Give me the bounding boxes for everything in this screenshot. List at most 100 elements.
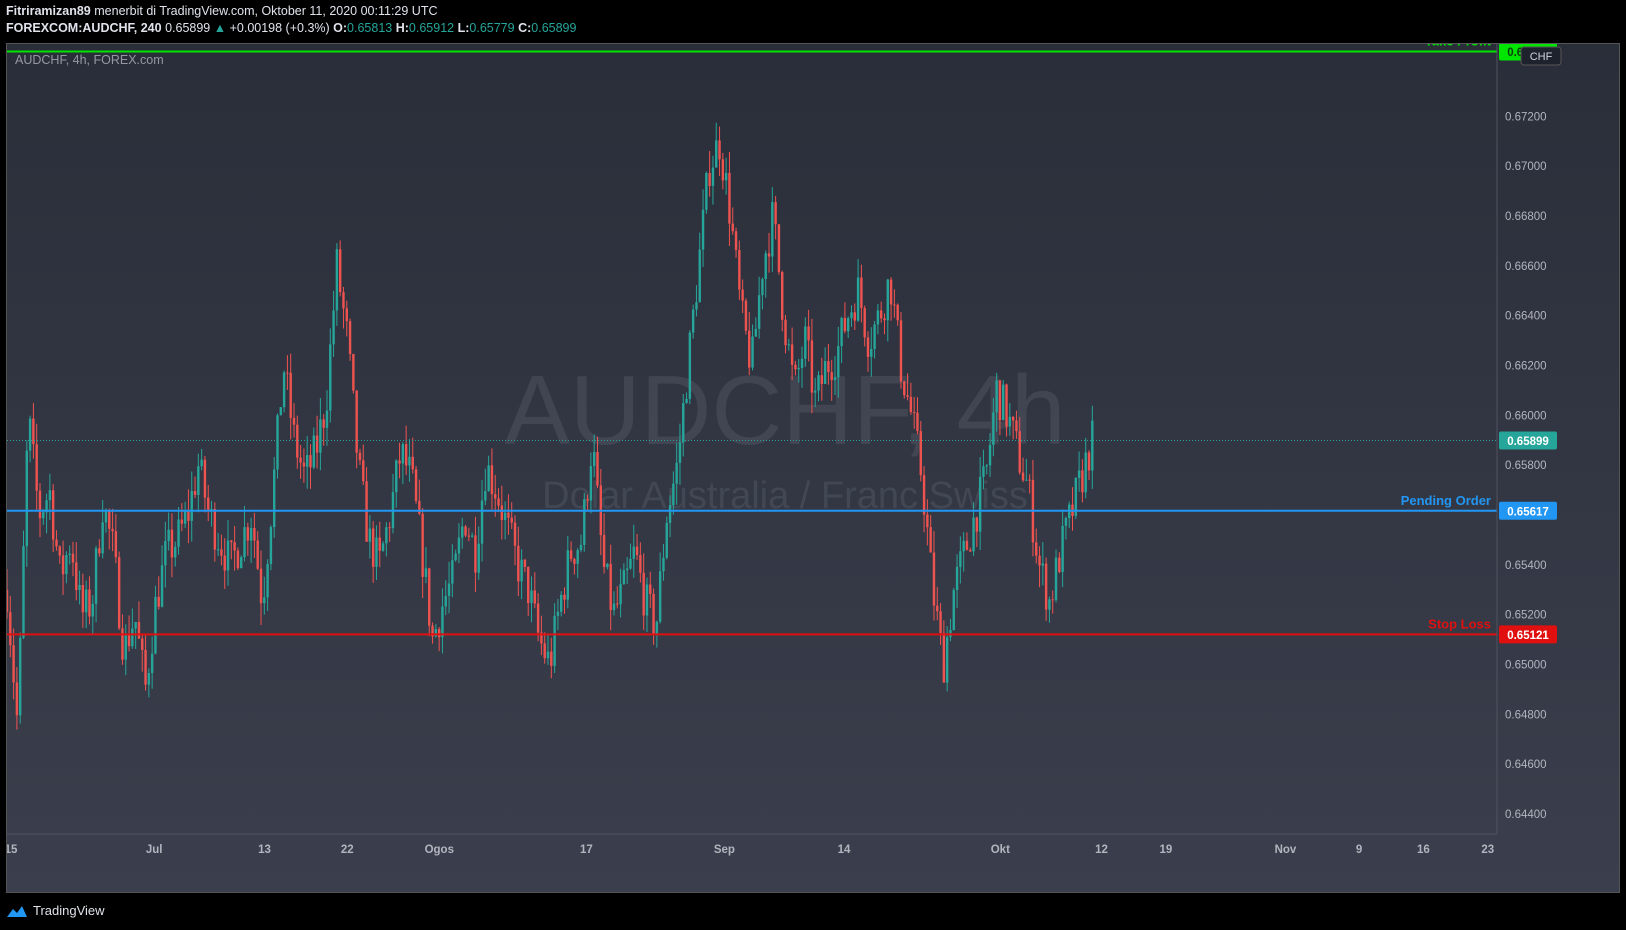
candle-body [527,566,530,604]
candle-body [464,526,467,536]
candle-body [197,466,200,496]
candle-body [279,407,283,416]
candle-body [131,628,134,647]
author-name[interactable]: Fitriramizan89 [6,4,91,18]
x-tick-label: 12 [1095,844,1108,856]
candle-body [25,450,28,547]
candle-body [230,540,233,543]
candlestick-chart[interactable]: AUDCHF, 4h Dolar Australia / Franc Swiss… [7,44,1619,892]
x-tick-label: 16 [1417,844,1430,856]
candle-body [434,629,438,637]
candle-body [520,559,523,582]
open-value: 0.65813 [347,21,393,35]
candle-body [797,368,800,370]
candle-body [477,543,480,573]
tradingview-cloud-icon [7,905,27,917]
candle-body [286,372,289,374]
candle-body [668,505,672,523]
candle-body [371,528,375,567]
candle-body [454,553,457,561]
candle-body [421,513,424,577]
candle-body [348,321,352,354]
candle-body [276,415,279,470]
candle-body [193,491,197,496]
y-tick-label: 0.64800 [1505,709,1547,721]
candle-body [500,505,504,521]
candle-body [431,625,434,637]
candle-body [830,372,833,381]
candle-body [876,310,880,325]
x-tick-label: Okt [991,844,1010,856]
candle-body [632,546,635,559]
candle-body [68,553,71,555]
candle-body [51,490,55,540]
candle-body [332,310,335,345]
candle-body [1008,416,1012,427]
candle-body [781,272,784,320]
candle-body [494,494,497,499]
candle-body [167,529,170,542]
publish-info: Fitriramizan89 menerbit di TradingView.c… [6,4,438,18]
candle-body [220,549,223,556]
candle-body [269,527,273,564]
candle-body [536,603,540,633]
chart-pane[interactable]: AUDCHF, 4h Dolar Australia / Franc Swiss… [6,43,1620,893]
watermark-main: AUDCHF, 4h [505,355,1066,465]
candle-body [711,167,715,186]
candle-body [441,606,444,638]
candle-body [216,549,220,551]
y-tick-label: 0.65000 [1505,660,1547,672]
candle-body [919,431,922,476]
y-tick-label: 0.64400 [1505,809,1547,821]
y-tick-label: 0.66000 [1505,410,1547,422]
y-tick-label: 0.67000 [1505,161,1547,173]
candle-body [959,551,962,567]
candle-body [203,459,207,498]
candle-body [470,535,474,537]
last-price: 0.65899 [165,21,211,35]
candle-body [566,550,569,600]
candle-body [358,452,362,461]
brand-name: TradingView [33,903,105,918]
candle-body [154,596,157,654]
candle-body [401,444,405,464]
x-tick-label: Sep [714,844,735,856]
candle-body [975,517,979,532]
tradingview-logo[interactable]: TradingView [6,903,105,918]
candle-body [754,328,758,337]
candle-body [177,519,180,547]
candle-body [625,568,629,571]
candle-body [952,590,955,631]
candle-body [715,140,718,168]
candle-body [88,589,91,617]
candle-body [893,304,896,306]
candle-body [553,615,556,666]
candle-body [622,570,626,585]
candle-body [91,603,94,617]
candle-body [312,435,315,468]
candle-body [210,509,213,511]
candle-body [101,522,104,554]
candle-body [1041,563,1045,566]
close-value: 0.65899 [531,21,577,35]
candle-body [827,361,830,373]
x-tick-label: Jul [146,844,163,856]
candle-body [846,318,850,332]
candle-body [233,542,236,551]
candle-body [823,361,827,384]
candle-body [457,537,461,554]
candle-body [104,511,108,523]
candle-body [207,497,210,510]
candle-body [642,572,645,616]
stop-loss-tag-value: 0.65121 [1507,630,1549,642]
pending-order-label: Pending Order [1401,493,1491,508]
candle-body [962,540,965,552]
currency-badge[interactable]: CHF [1520,46,1562,66]
candle-body [32,418,35,445]
x-tick-label: Nov [1275,844,1297,856]
candle-body [461,526,464,538]
candle-body [916,412,919,432]
candle-body [523,559,527,567]
candle-body [22,546,25,638]
candle-body [853,312,856,321]
